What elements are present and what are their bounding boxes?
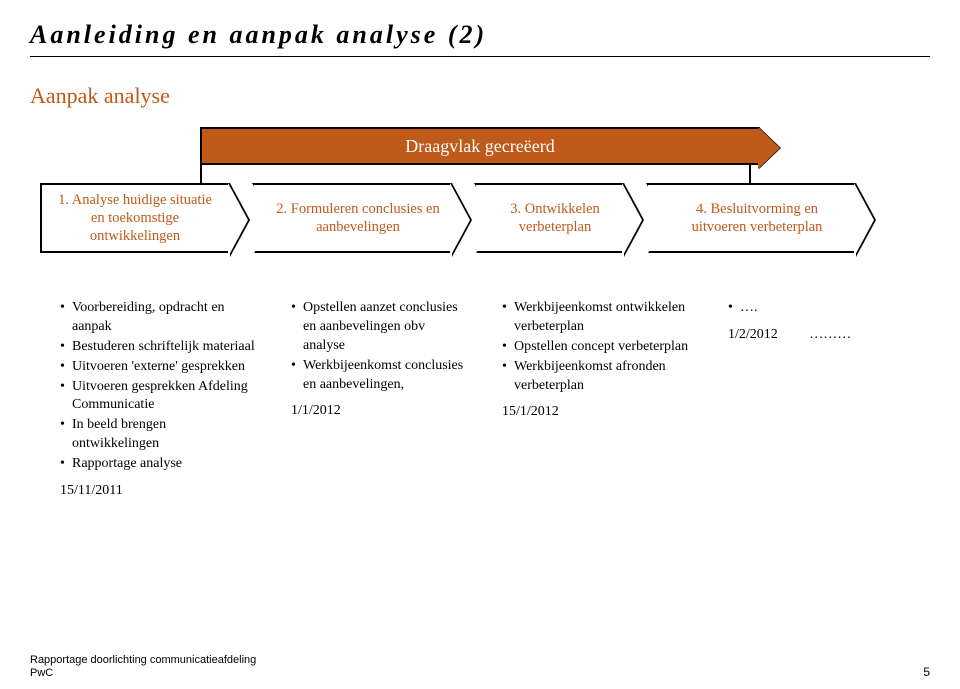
process-step-label: 3. Ontwikkelen verbeterplan <box>498 200 612 236</box>
process-step-label: 1. Analyse huidige situatie en toekomsti… <box>52 191 218 245</box>
activities-list: Voorbereiding, opdracht en aanpak Bestud… <box>60 299 255 474</box>
list-item: Opstellen aanzet conclusies en aanbeveli… <box>291 299 466 356</box>
column-date: 15/1/2012 <box>502 403 692 422</box>
activities-row: Voorbereiding, opdracht en aanpak Bestud… <box>60 299 930 501</box>
process-step-3: 3. Ontwikkelen verbeterplan <box>474 183 624 253</box>
column-date: 15/11/2011 <box>60 482 255 501</box>
process-step-2: 2. Formuleren conclusies en aanbevelinge… <box>252 183 452 253</box>
process-step-1: 1. Analyse huidige situatie en toekomsti… <box>40 183 230 253</box>
activities-list: …. <box>728 299 878 318</box>
list-item: Werkbijeenkomst ontwikkelen verbeterplan <box>502 299 692 337</box>
activities-col-2: Opstellen aanzet conclusies en aanbeveli… <box>291 299 466 501</box>
section-subtitle: Aanpak analyse <box>30 83 930 109</box>
process-step-label: 2. Formuleren conclusies en aanbevelinge… <box>276 200 440 236</box>
list-item: In beeld brengen ontwikkelingen <box>60 416 255 454</box>
column-date-text: 1/2/2012 <box>728 327 778 342</box>
activities-list: Opstellen aanzet conclusies en aanbeveli… <box>291 299 466 394</box>
footer-line-2: PwC <box>30 667 930 679</box>
column-date: 1/2/2012 ……… <box>728 326 878 345</box>
column-date-trail: ……… <box>809 327 851 342</box>
column-date: 1/1/2012 <box>291 402 466 421</box>
banner-chevron: Draagvlak gecreëerd <box>200 127 760 165</box>
connector-tick <box>200 163 202 183</box>
activities-col-1: Voorbereiding, opdracht en aanpak Bestud… <box>60 299 255 501</box>
list-item: Werkbijeenkomst afronden verbeterplan <box>502 358 692 396</box>
list-item: Rapportage analyse <box>60 455 255 474</box>
banner-label: Draagvlak gecreëerd <box>405 136 554 157</box>
connector-row <box>120 165 900 183</box>
footer-line-1: Rapportage doorlichting communicatieafde… <box>30 654 930 666</box>
page-title: Aanleiding en aanpak analyse (2) <box>30 20 930 50</box>
process-step-4: 4. Besluitvorming en uitvoeren verbeterp… <box>646 183 856 253</box>
connector-tick <box>749 163 751 183</box>
list-item: Voorbereiding, opdracht en aanpak <box>60 299 255 337</box>
title-rule <box>30 56 930 57</box>
list-item: Opstellen concept verbeterplan <box>502 338 692 357</box>
page-number: 5 <box>923 665 930 679</box>
page-footer: Rapportage doorlichting communicatieafde… <box>30 654 930 679</box>
activities-list: Werkbijeenkomst ontwikkelen verbeterplan… <box>502 299 692 395</box>
activities-col-4: …. 1/2/2012 ……… <box>728 299 878 501</box>
list-item: Uitvoeren 'externe' gesprekken <box>60 358 255 377</box>
list-item: Werkbijeenkomst conclusies en aanbevelin… <box>291 357 466 395</box>
slide-page: Aanleiding en aanpak analyse (2) Aanpak … <box>0 0 960 689</box>
activities-col-3: Werkbijeenkomst ontwikkelen verbeterplan… <box>502 299 692 501</box>
process-chevron-row: 1. Analyse huidige situatie en toekomsti… <box>40 183 930 253</box>
list-item: Bestuderen schriftelijk materiaal <box>60 338 255 357</box>
process-step-label: 4. Besluitvorming en uitvoeren verbeterp… <box>670 200 844 236</box>
list-item: Uitvoeren gesprekken Afdeling Communicat… <box>60 378 255 416</box>
list-item: …. <box>728 299 878 318</box>
